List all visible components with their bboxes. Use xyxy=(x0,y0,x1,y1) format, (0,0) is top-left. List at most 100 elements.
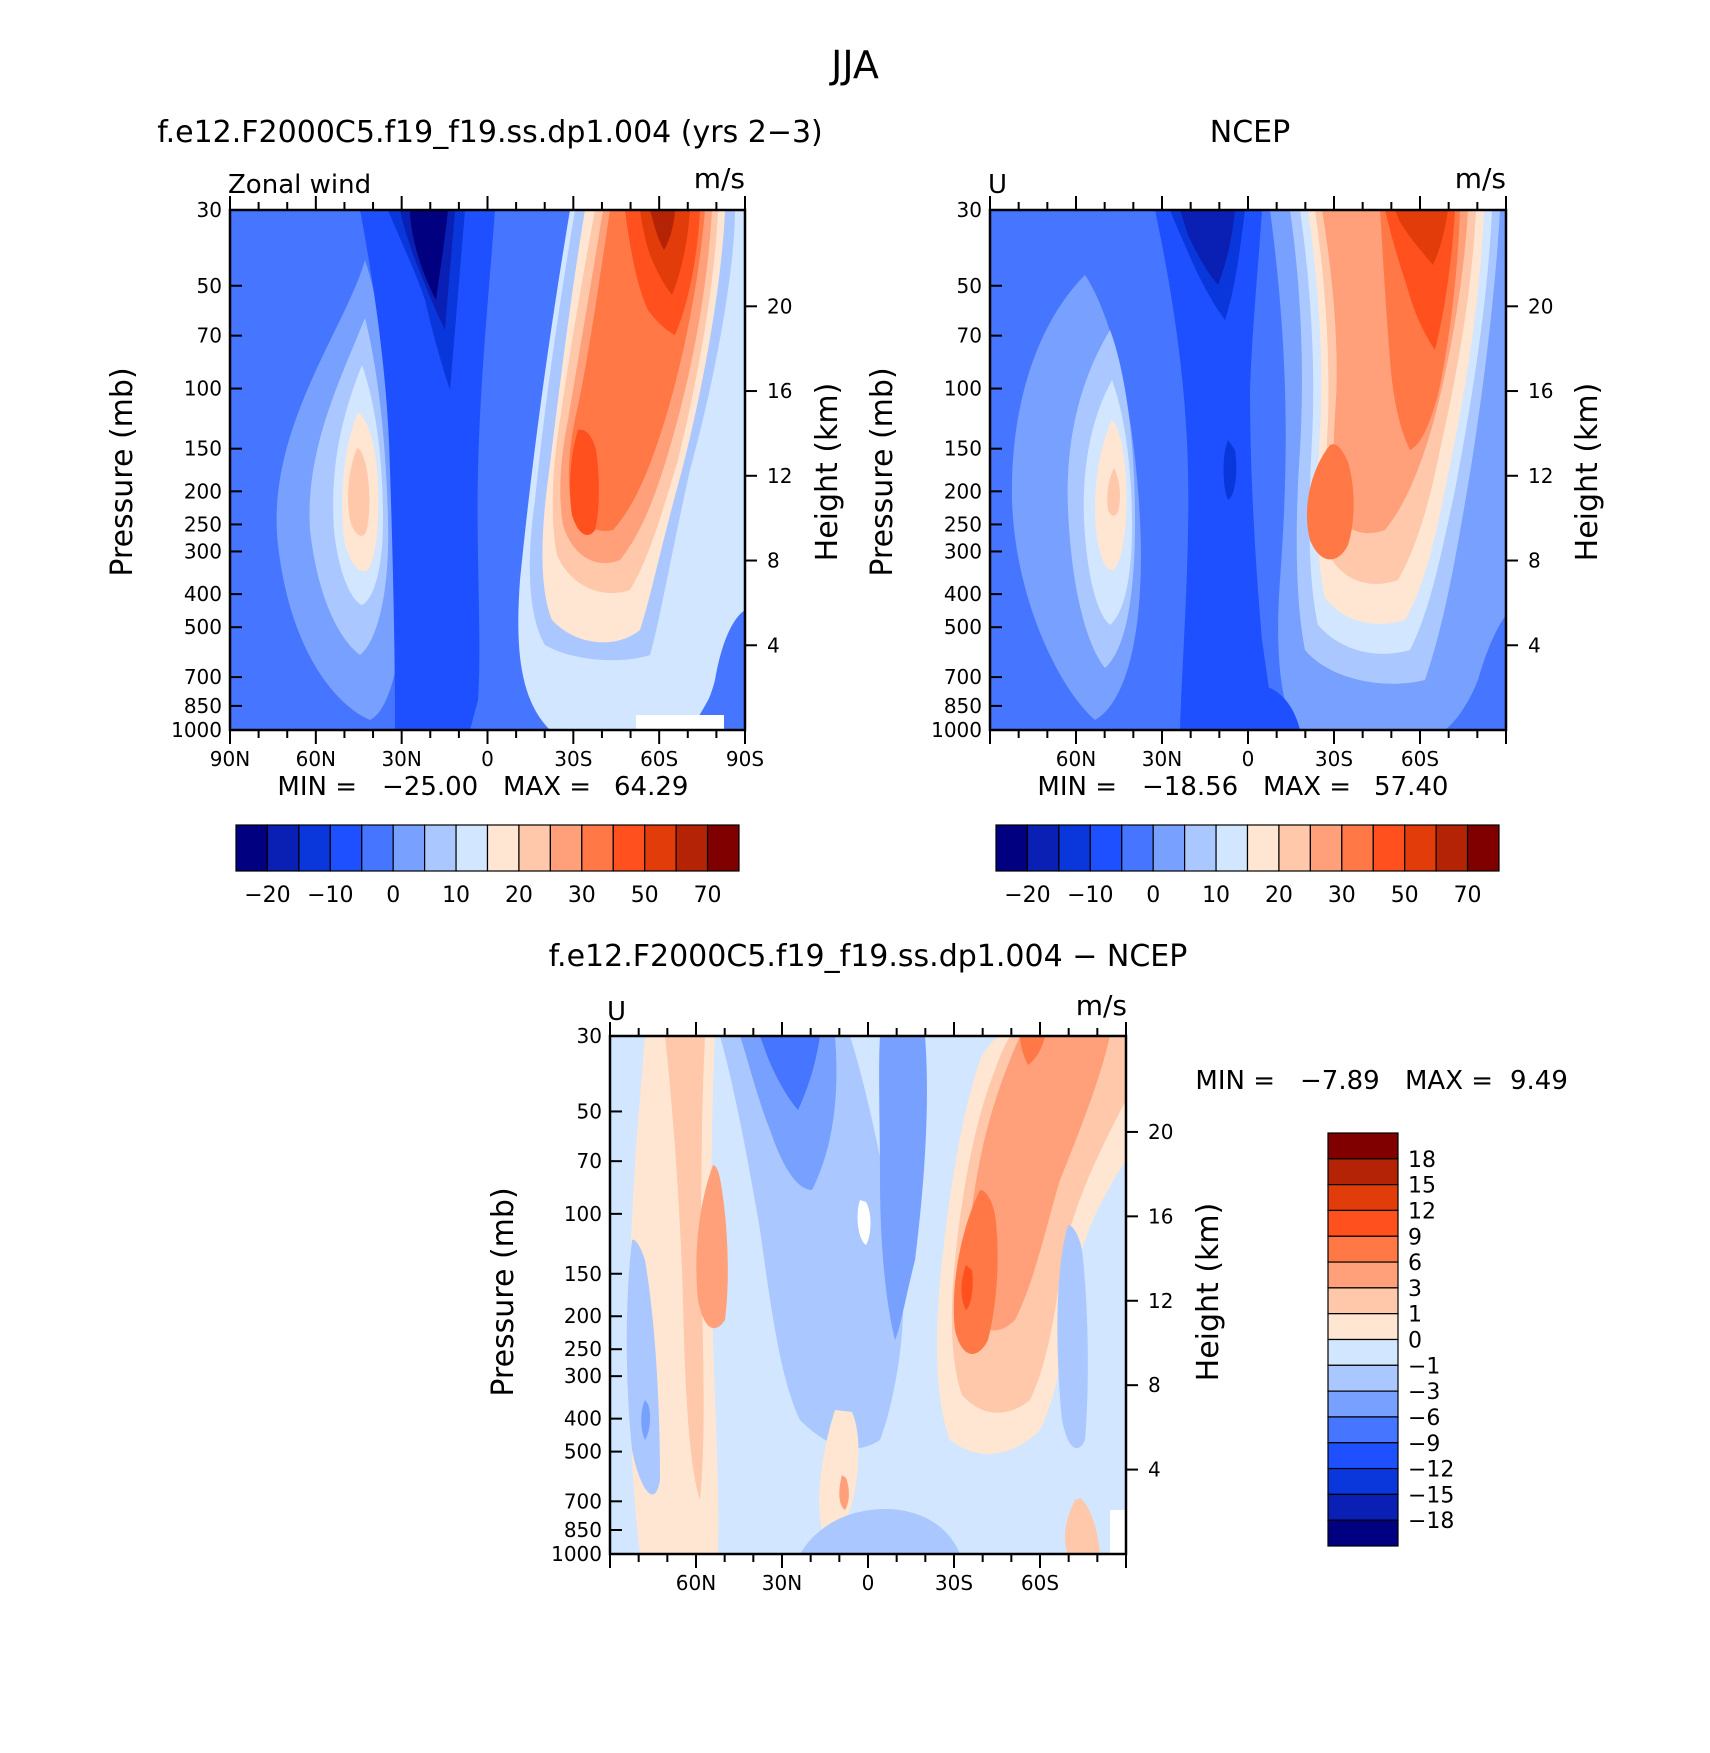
model-contour-field xyxy=(230,210,745,730)
ncep-colorbar xyxy=(995,824,1500,872)
ncep-pressure-axis-label: Pressure (mb) xyxy=(865,367,900,576)
colorbar-swatch xyxy=(1121,824,1154,872)
pressure-tick-label: 400 xyxy=(184,582,222,606)
ncep-polar-surface-contour xyxy=(1445,615,1506,730)
colorbar-swatch xyxy=(1327,1132,1399,1160)
colorbar-swatch xyxy=(549,824,583,872)
pressure-tick-label: 200 xyxy=(184,479,222,503)
difference-height-axis: 20 16 12 8 4 xyxy=(1126,1120,1173,1482)
difference-tropical-contour-minus3 xyxy=(740,1036,837,1190)
ncep-min-value: −18.56 xyxy=(1142,772,1238,802)
height-tick-label: 8 xyxy=(767,549,780,573)
ncep-panel-title: NCEP xyxy=(1210,115,1290,150)
height-tick-label: 4 xyxy=(1148,1458,1161,1482)
pressure-tick-label: 1000 xyxy=(171,718,222,742)
colorbar-swatch xyxy=(1327,1287,1399,1315)
colorbar-swatch xyxy=(1327,1313,1399,1341)
pressure-tick-label: 100 xyxy=(564,1202,602,1226)
model-easterly-contour-minus5 xyxy=(360,210,495,730)
ncep-easterly-contour-minus5 xyxy=(1155,210,1275,730)
colorbar-label: 18 xyxy=(1408,1148,1436,1173)
model-panel-title: f.e12.F2000C5.f19_f19.ss.dp1.004 (yrs 2−… xyxy=(157,115,823,150)
colorbar-label: 30 xyxy=(568,883,596,908)
ncep-height-axis: 20 16 12 8 4 xyxy=(1506,294,1553,657)
pressure-tick-label: 50 xyxy=(957,274,982,298)
pressure-tick-label: 50 xyxy=(197,274,222,298)
colorbar-swatch xyxy=(1309,824,1343,872)
latitude-tick-label: 30N xyxy=(381,747,421,771)
latitude-tick-label: 30S xyxy=(554,747,592,771)
ncep-contour-field xyxy=(990,210,1506,730)
difference-near-zero-patch xyxy=(857,1200,871,1245)
colorbar-swatch xyxy=(424,824,457,872)
model-sh-strat-contour-60 xyxy=(650,210,675,250)
pressure-tick-label: 250 xyxy=(944,512,982,536)
colorbar-label: 70 xyxy=(694,883,722,908)
pressure-tick-label: 70 xyxy=(577,1149,602,1173)
colorbar-label: 0 xyxy=(386,883,400,908)
pressure-tick-label: 700 xyxy=(184,665,222,689)
colorbar-swatch xyxy=(235,824,269,872)
colorbar-label: 12 xyxy=(1408,1199,1436,1224)
colorbar-label: −1 xyxy=(1408,1354,1440,1379)
colorbar-swatch xyxy=(1327,1158,1399,1186)
latitude-tick-label: 30N xyxy=(762,1571,802,1595)
colorbar-label: 6 xyxy=(1408,1251,1422,1276)
model-height-axis: 20 16 12 8 4 xyxy=(745,294,792,657)
colorbar-label: 3 xyxy=(1408,1277,1422,1302)
model-min-label: MIN = xyxy=(277,772,357,802)
colorbar-swatch xyxy=(361,824,394,872)
colorbar-swatch xyxy=(1327,1416,1399,1444)
pressure-tick-label: 850 xyxy=(184,694,222,718)
pressure-tick-label: 300 xyxy=(944,539,982,563)
colorbar-swatch xyxy=(329,824,363,872)
difference-min-value: −7.89 xyxy=(1300,1066,1380,1096)
pressure-tick-label: 70 xyxy=(957,324,982,348)
ncep-easterly-contour-minus15 xyxy=(1180,210,1235,285)
latitude-tick-label: 0 xyxy=(1242,747,1255,771)
difference-sh-contour-3 xyxy=(967,1036,1110,1331)
difference-tropical-warm-contour-0 xyxy=(819,1410,859,1533)
difference-nh-negative-band xyxy=(626,1239,660,1495)
model-height-axis-label: Height (km) xyxy=(810,383,845,562)
colorbar-swatch xyxy=(1327,1364,1399,1392)
model-variable-label: Zonal wind xyxy=(228,170,371,200)
latitude-tick-label: 60N xyxy=(296,747,336,771)
colorbar-swatch xyxy=(266,824,300,872)
colorbar-label: 0 xyxy=(1408,1329,1422,1354)
colorbar-swatch xyxy=(1327,1467,1399,1495)
colorbar-swatch xyxy=(518,824,551,872)
difference-panel: f.e12.F2000C5.f19_f19.ss.dp1.004 − NCEP … xyxy=(486,939,1568,1595)
height-tick-label: 4 xyxy=(767,633,780,657)
colorbar-swatch xyxy=(675,824,709,872)
model-latitude-axis: 90N 60N 30N 0 30S 60S 90S xyxy=(210,196,764,771)
pressure-tick-label: 30 xyxy=(197,198,222,222)
pressure-tick-label: 100 xyxy=(944,377,982,401)
difference-units-label: m/s xyxy=(1076,989,1127,1022)
model-topography-mask xyxy=(636,715,724,730)
colorbar-swatch xyxy=(644,824,677,872)
pressure-tick-label: 850 xyxy=(944,694,982,718)
colorbar-swatch xyxy=(1327,1184,1399,1212)
model-nh-contour-20 xyxy=(348,448,370,536)
colorbar-label: −20 xyxy=(244,883,290,908)
colorbar-swatch xyxy=(1341,824,1374,872)
model-max-value: 64.29 xyxy=(614,772,688,802)
colorbar-swatch xyxy=(1327,1209,1399,1237)
colorbar-label: −9 xyxy=(1408,1432,1440,1457)
pressure-tick-label: 70 xyxy=(197,324,222,348)
pressure-tick-label: 700 xyxy=(944,665,982,689)
pressure-tick-label: 150 xyxy=(184,437,222,461)
difference-nh-negative-patch xyxy=(641,1400,651,1440)
difference-nh-contour-3 xyxy=(696,1165,728,1329)
ncep-colorbar-labels: −20 −10 0 10 20 30 50 70 xyxy=(1004,883,1481,908)
pressure-tick-label: 500 xyxy=(564,1440,602,1464)
difference-nh-contour-1 xyxy=(665,1036,705,1500)
pressure-tick-label: 300 xyxy=(184,539,222,563)
colorbar-swatch xyxy=(1404,824,1437,872)
model-polar-surface-contour xyxy=(640,610,745,730)
difference-pressure-axis-label: Pressure (mb) xyxy=(486,1187,521,1396)
pressure-tick-label: 1000 xyxy=(931,718,982,742)
